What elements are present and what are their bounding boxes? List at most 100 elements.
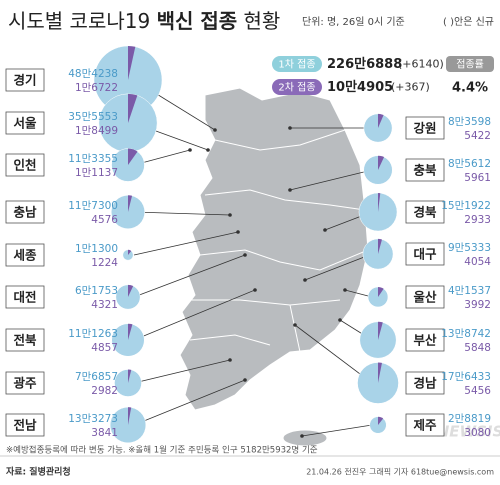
dose1-label: 13만3273	[68, 413, 118, 425]
rate-value: 4.4%	[452, 81, 488, 96]
anchor-dot	[300, 434, 304, 438]
dose1-label: 8만5612	[448, 158, 491, 170]
dose1-label: 11만3355	[68, 153, 118, 165]
leader-line	[344, 289, 373, 298]
region-name: 제주	[413, 418, 437, 433]
dose1-label: 35만5553	[68, 111, 118, 123]
dose2-label: 1224	[91, 257, 118, 269]
anchor-dot	[253, 288, 257, 292]
dose2-wedge	[378, 416, 384, 425]
dose2-wedge	[378, 321, 383, 340]
region-name: 광주	[13, 376, 37, 391]
anchor-dot	[288, 188, 292, 192]
dose1-label: 8만3598	[448, 116, 491, 128]
dose1-label: 1만1300	[75, 243, 118, 255]
region-box	[405, 285, 445, 309]
dose1-label: 7만6857	[75, 371, 118, 383]
legend-change: (+367)	[391, 81, 430, 94]
new-note: ( )안은 신규	[443, 16, 494, 28]
region-box	[5, 153, 45, 177]
region-box	[405, 328, 445, 352]
legend-label: 1차 접종	[278, 59, 315, 71]
legend-total: 226만6888	[327, 56, 402, 72]
region-box	[405, 413, 445, 437]
dose2-label: 1만8499	[75, 125, 118, 137]
brand: NEWSIS	[437, 423, 500, 441]
leader-line	[133, 359, 231, 384]
dose2-label: 2982	[91, 385, 118, 397]
region-name: 충북	[413, 163, 437, 178]
dose1-label: 9만5333	[448, 242, 491, 254]
dose2-label: 3841	[91, 427, 118, 439]
title: 시도별 코로나19 백신 접종 현황	[8, 9, 280, 33]
dose2-label: 1만1137	[75, 167, 118, 179]
anchor-dot	[213, 128, 217, 132]
region-name: 인천	[13, 158, 36, 173]
region-box	[5, 111, 45, 135]
dose1-label: 13만8742	[441, 328, 491, 340]
title-part: 시도별 코로나19	[8, 9, 150, 33]
dose2-wedge	[128, 284, 134, 297]
leader-line	[133, 231, 239, 256]
dose2-label: 5456	[464, 385, 491, 397]
title-part: 현황	[244, 9, 281, 33]
dose2-label: 2933	[464, 214, 491, 226]
dose2-wedge	[128, 195, 133, 212]
dose2-wedge	[378, 113, 384, 128]
anchor-dot	[323, 228, 327, 232]
leader-line	[133, 211, 231, 216]
dose2-label: 4321	[91, 299, 118, 311]
legend-total: 10만4905	[327, 79, 393, 95]
leader-line	[289, 169, 373, 191]
region-box	[5, 68, 45, 92]
anchor-dot	[343, 288, 347, 292]
legend-change: (+6140)	[398, 58, 444, 71]
dose1-label: 2만8819	[448, 413, 491, 425]
dose2-wedge	[128, 369, 132, 383]
dose2-label: 1만6722	[75, 82, 118, 94]
dose2-label: 5422	[464, 130, 491, 142]
anchor-dot	[228, 358, 232, 362]
region-name: 경기	[13, 73, 36, 88]
region-box	[405, 200, 445, 224]
region-box	[5, 371, 45, 395]
region-name: 울산	[413, 290, 437, 305]
anchor-dot	[188, 148, 192, 152]
unit-note: 단위: 명, 26일 0시 기준	[302, 15, 405, 28]
anchor-dot	[243, 253, 247, 257]
region-name: 충남	[13, 205, 37, 220]
dose2-label: 5961	[464, 172, 491, 184]
regions: 경기 48만4238 1만6722 서울 35만5553 1만8499 인천 11만3355 1…	[5, 45, 491, 444]
leader-line	[304, 253, 373, 281]
region-box	[405, 158, 445, 182]
legend-label: 2차 접종	[278, 82, 315, 94]
region-box	[5, 328, 45, 352]
anchor-dot	[293, 323, 297, 327]
dose2-label: 4857	[91, 342, 118, 354]
dose1-label: 15만1922	[441, 200, 491, 212]
anchor-dot	[206, 148, 210, 152]
dose2-label: 5848	[464, 342, 491, 354]
region-box	[5, 413, 45, 437]
anchor-dot	[338, 318, 342, 322]
dose2-wedge	[378, 155, 385, 170]
dose1-label: 11만7300	[68, 200, 118, 212]
region-name: 대전	[13, 290, 36, 305]
title-part: 백신 접종	[157, 9, 238, 33]
anchor-dot	[228, 213, 232, 217]
region-name: 강원	[413, 121, 436, 136]
dose1-label: 6만1753	[75, 285, 118, 297]
region-box	[405, 242, 445, 266]
leader-line	[133, 379, 246, 426]
leader-line	[133, 254, 246, 298]
dose2-wedge	[128, 93, 138, 123]
dose2-wedge	[128, 323, 133, 340]
jeju-island	[282, 429, 328, 447]
region-name: 경남	[413, 376, 437, 391]
region-box	[5, 285, 45, 309]
legend-swatch	[272, 79, 322, 95]
credit: 21.04.26 전진우 그래픽 기자 618tue@newsis.com	[306, 467, 494, 477]
anchor-dot	[288, 126, 292, 130]
region-border	[189, 129, 369, 353]
